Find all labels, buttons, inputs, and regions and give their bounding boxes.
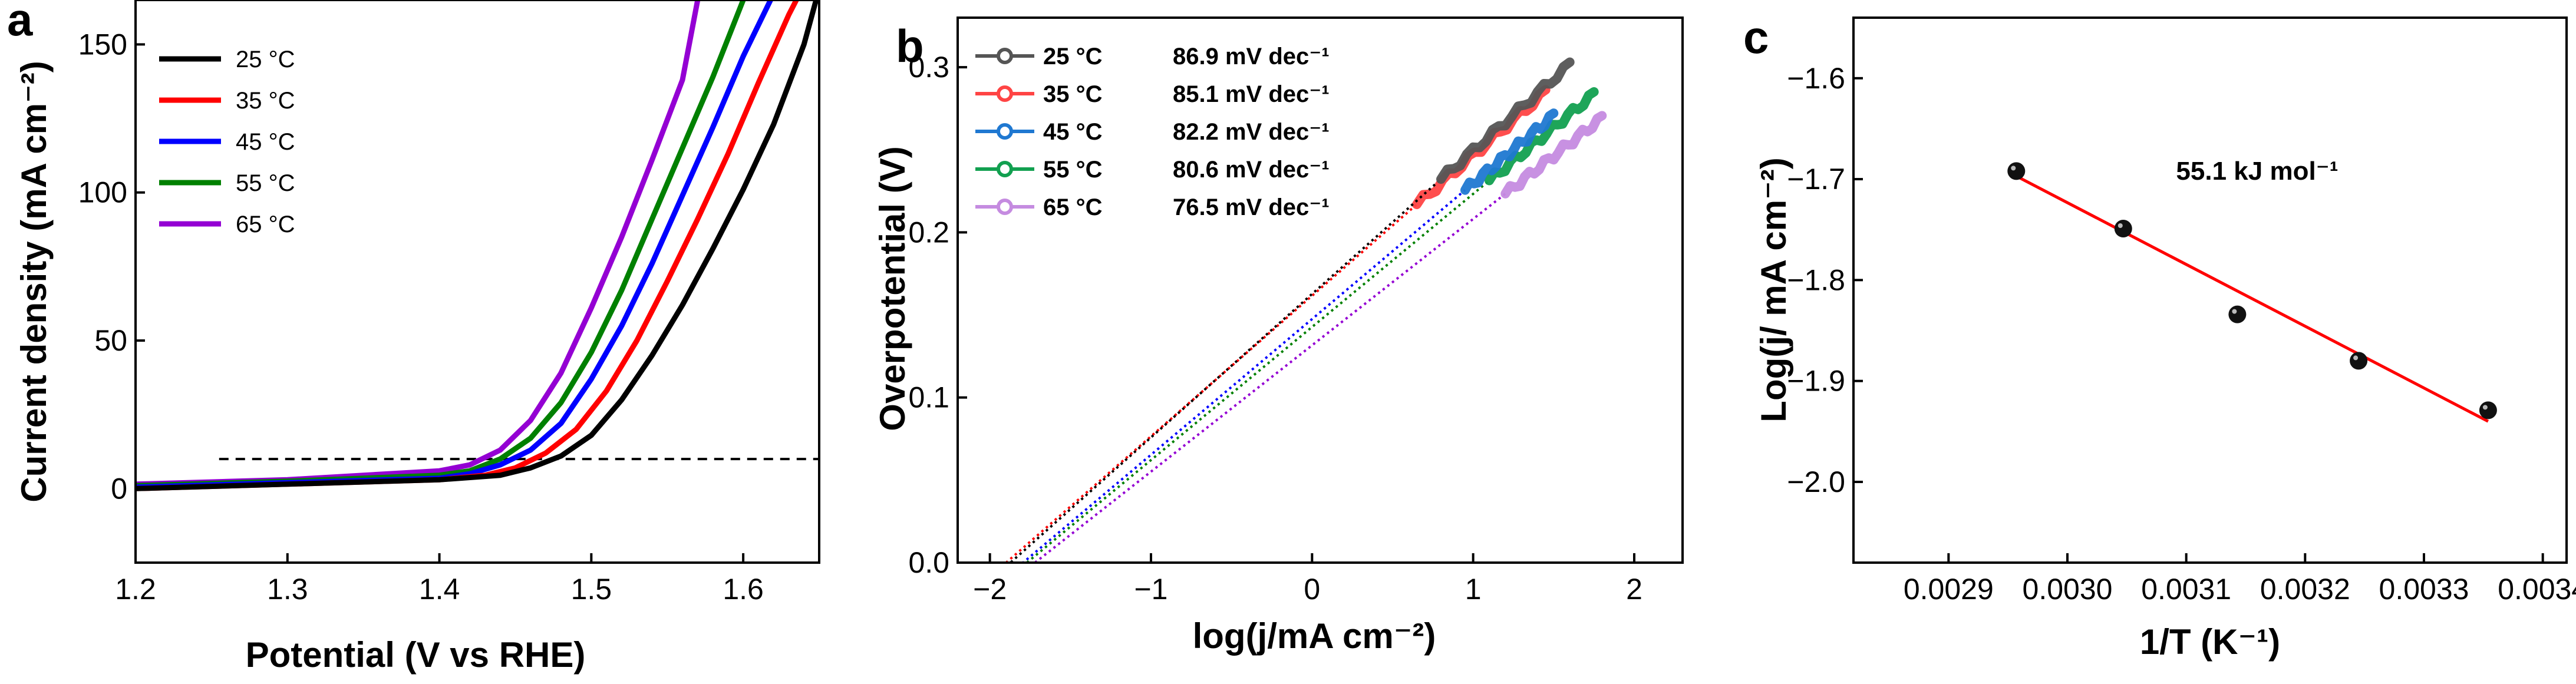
y-axis-title-c: Log(j/ mA cm⁻²) — [1754, 157, 1793, 422]
y-tick-label-b-1: 0.1 — [908, 381, 949, 414]
y-tick-label-c-0: −2.0 — [1787, 465, 1845, 498]
legend-label-a-0: 25 °C — [236, 47, 295, 72]
data-band-b-3 — [1485, 87, 1599, 186]
data-point-highlight-c-3 — [2353, 355, 2359, 361]
x-axis-title-c: 1/T (K⁻¹) — [2140, 622, 2280, 662]
y-axis-title-a: Current density (mA cm⁻²) — [14, 61, 54, 503]
legend-marker-b-2 — [997, 123, 1013, 140]
y-tick-label-a-2: 100 — [78, 176, 127, 209]
plot-frame-b — [956, 16, 1684, 564]
fit-line-b-1 — [1005, 203, 1418, 563]
y-tick-label-c-1: −1.9 — [1787, 365, 1845, 398]
x-tick-label-c-0: 0.0029 — [1904, 573, 1994, 606]
curve-a-1 — [136, 0, 799, 491]
legend-label-a-4: 65 °C — [236, 212, 295, 237]
x-tick-label-a-4: 1.6 — [723, 573, 764, 606]
legend-marker-b-3 — [997, 161, 1013, 177]
x-tick-label-b-1: −1 — [1134, 573, 1167, 606]
y-tick-label-c-3: −1.7 — [1787, 163, 1845, 196]
x-axis-title-a: Potential (V vs RHE) — [246, 635, 586, 675]
data-point-highlight-c-0 — [2011, 166, 2016, 171]
activation-energy-annotation: 55.1 kJ mol⁻¹ — [2176, 157, 2338, 186]
y-tick-label-a-3: 150 — [78, 28, 127, 61]
plot-frame-a — [134, 0, 820, 564]
legend-label-b-0: 25 °C — [1043, 44, 1103, 70]
curve-a-0 — [136, 0, 819, 491]
x-tick-label-c-1: 0.0030 — [2023, 573, 2113, 606]
panel-c: 0.0029 0.0030 0.0031 0.0032 0.0033 0.0034 −2.0… — [1743, 11, 2576, 662]
curve-a-3 — [136, 0, 746, 488]
data-point-c-0 — [2007, 162, 2026, 180]
panel-a: 1.2 1.3 1.4 1.5 1.6 0 50 100 150 25 °C 35 °C 45 °C… — [7, 0, 820, 675]
x-tick-label-a-0: 1.2 — [115, 573, 156, 606]
y-tick-label-c-4: −1.6 — [1787, 62, 1845, 95]
fit-line-c — [2016, 174, 2489, 423]
legend-label-b-4: 65 °C — [1043, 194, 1103, 220]
x-tick-label-a-1: 1.3 — [267, 573, 308, 606]
panel-letter-c: c — [1743, 11, 1769, 63]
legend-marker-b-0 — [997, 48, 1013, 64]
fit-line-b-0 — [1010, 178, 1442, 563]
legend-tafel-b-0: 86.9 mV dec⁻¹ — [1173, 44, 1330, 70]
x-tick-label-c-4: 0.0033 — [2379, 573, 2469, 606]
data-point-c-1 — [2114, 220, 2132, 238]
x-tick-label-a-2: 1.4 — [419, 573, 460, 606]
y-tick-label-b-2: 0.2 — [908, 216, 949, 249]
legend-tafel-b-2: 82.2 mV dec⁻¹ — [1173, 119, 1330, 145]
legend-tafel-b-4: 76.5 mV dec⁻¹ — [1173, 194, 1330, 220]
fit-line-b-4 — [1034, 193, 1506, 563]
data-point-c-4 — [2479, 401, 2497, 419]
legend-label-b-3: 55 °C — [1043, 157, 1103, 183]
data-band-b-1 — [1412, 85, 1551, 209]
x-tick-label-b-2: 0 — [1304, 573, 1320, 606]
panel-b: −2 −1 0 1 2 0.0 0.1 0.2 0.3 25 °C 86.9 mV dec⁻¹ 35… — [873, 16, 1684, 656]
y-tick-label-a-1: 50 — [94, 324, 127, 357]
x-axis-title-b: log(j/mA cm⁻²) — [1193, 616, 1436, 656]
data-point-highlight-c-4 — [2482, 405, 2488, 410]
y-axis-title-b: Overpotential (V) — [873, 146, 912, 431]
panel-letter-a: a — [7, 0, 33, 45]
legend-label-a-1: 35 °C — [236, 88, 295, 114]
legend-label-b-1: 35 °C — [1043, 81, 1103, 107]
y-tick-label-c-2: −1.8 — [1787, 263, 1845, 296]
data-band-b-2 — [1460, 108, 1559, 195]
x-tick-label-c-5: 0.0034 — [2498, 573, 2576, 606]
x-tick-label-b-4: 2 — [1626, 573, 1642, 606]
fit-line-b-2 — [1021, 189, 1466, 563]
x-tick-label-b-0: −2 — [973, 573, 1007, 606]
data-band-b-4 — [1500, 111, 1607, 199]
y-tick-label-a-0: 0 — [111, 472, 127, 505]
x-tick-label-b-3: 1 — [1465, 573, 1482, 606]
panel-letter-b: b — [896, 20, 924, 72]
plot-frame-c — [1852, 16, 2568, 564]
data-point-highlight-c-2 — [2232, 309, 2237, 314]
data-point-c-3 — [2350, 352, 2368, 370]
y-tick-label-b-0: 0.0 — [908, 546, 949, 579]
legend-tafel-b-1: 85.1 mV dec⁻¹ — [1173, 81, 1330, 107]
fit-line-b-3 — [1026, 179, 1490, 563]
legend-marker-b-1 — [997, 85, 1013, 102]
curve-a-4 — [136, 0, 701, 487]
y-tick-label-b-3: 0.3 — [908, 51, 949, 84]
data-point-c-2 — [2228, 305, 2247, 323]
legend-label-a-2: 45 °C — [236, 129, 295, 155]
curve-a-2 — [136, 0, 773, 490]
legend-marker-b-4 — [997, 199, 1013, 215]
data-band-b-0 — [1436, 57, 1575, 184]
data-point-highlight-c-1 — [2117, 223, 2123, 229]
legend-label-b-2: 45 °C — [1043, 119, 1103, 145]
legend-label-a-3: 55 °C — [236, 170, 295, 196]
x-tick-label-c-2: 0.0031 — [2141, 573, 2231, 606]
legend-tafel-b-3: 80.6 mV dec⁻¹ — [1173, 157, 1330, 183]
x-tick-label-a-3: 1.5 — [571, 573, 612, 606]
x-tick-label-c-3: 0.0032 — [2260, 573, 2350, 606]
